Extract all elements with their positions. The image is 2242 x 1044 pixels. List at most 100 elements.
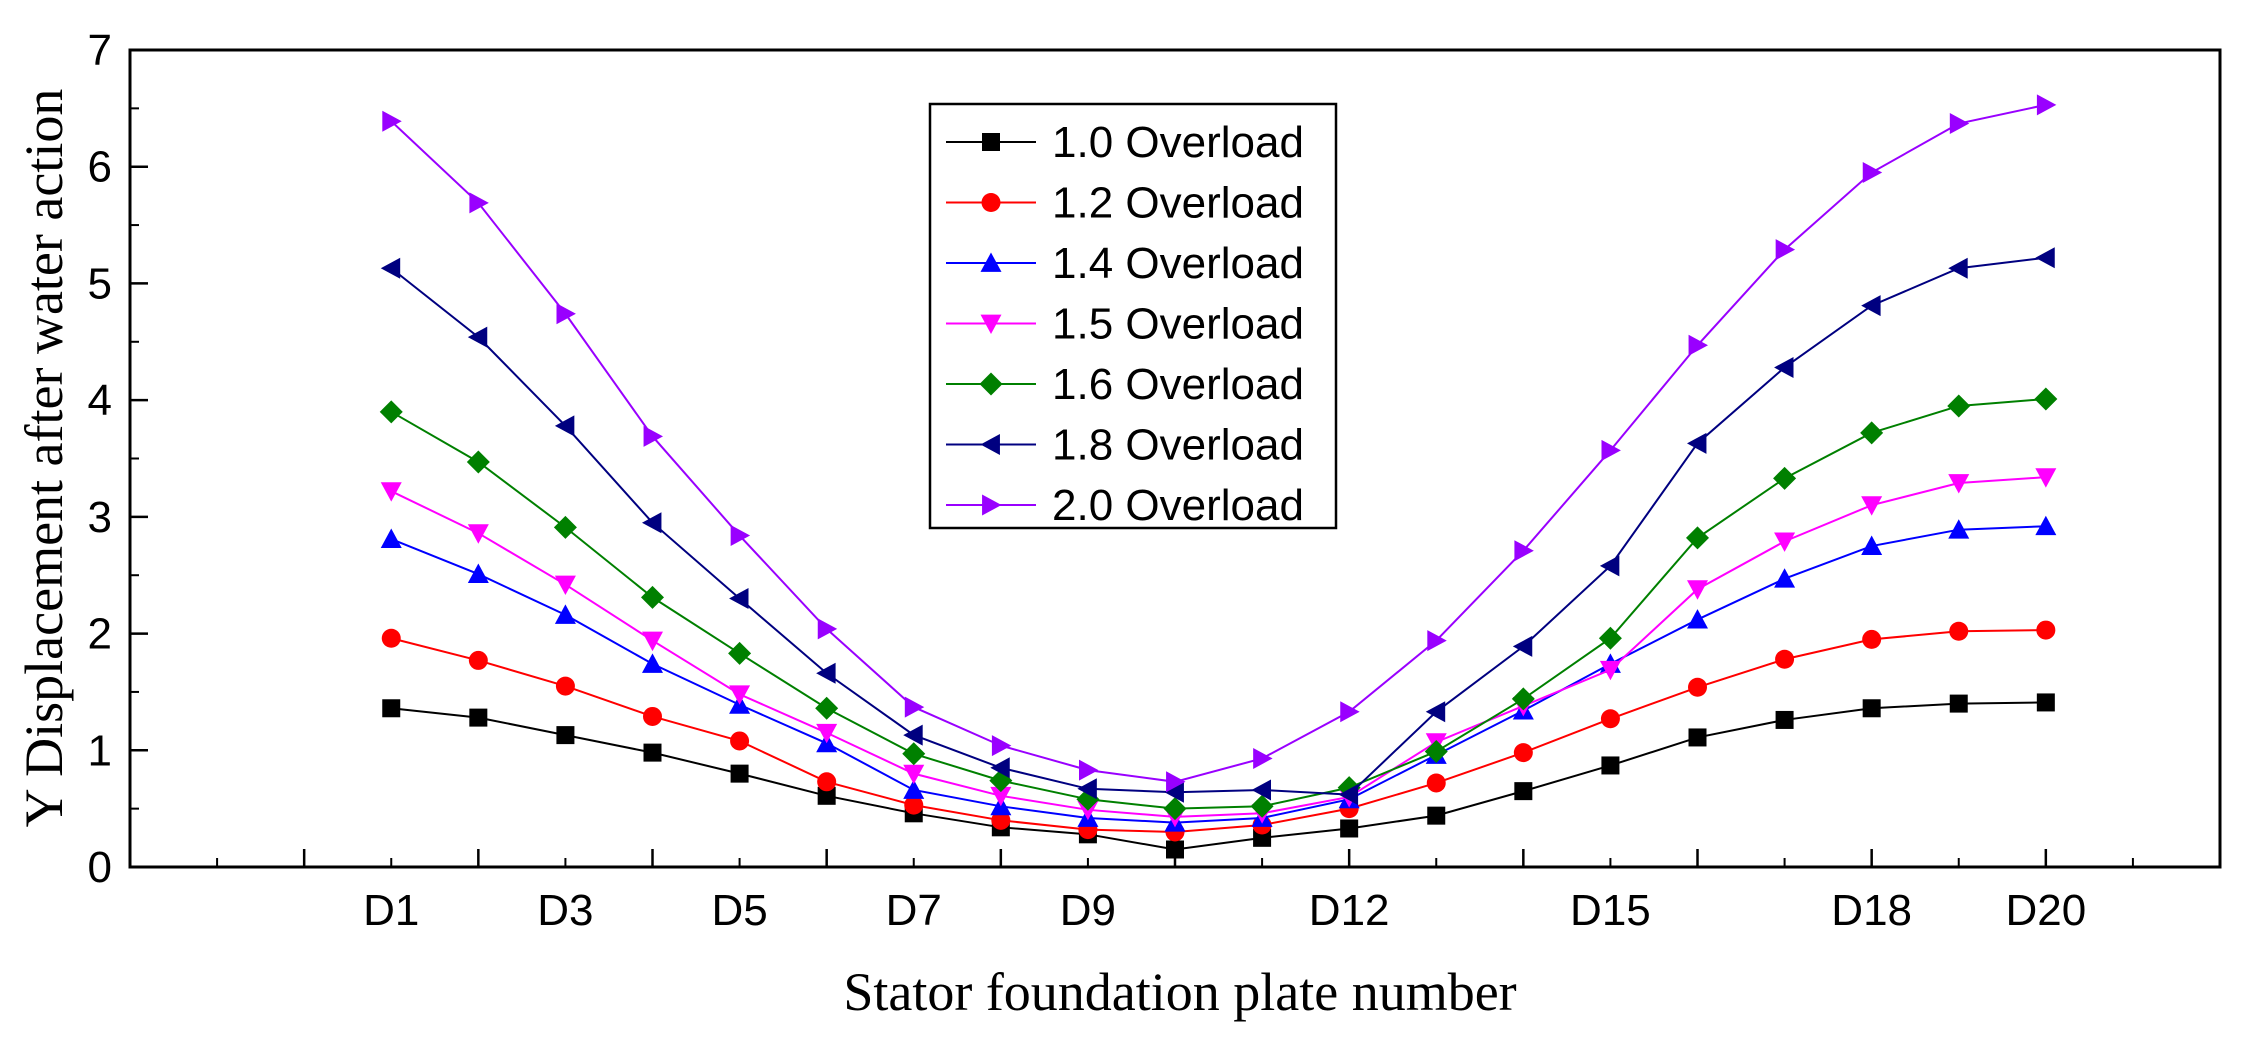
legend-item: 1.8 Overload — [946, 421, 1304, 470]
data-point — [1514, 782, 1533, 801]
data-point — [1775, 710, 1794, 729]
data-point — [469, 192, 489, 214]
data-point — [642, 512, 662, 534]
data-point — [380, 257, 401, 279]
x-tick-label: D20 — [2005, 886, 2086, 935]
y-tick-label: 7 — [88, 26, 112, 75]
data-point — [641, 585, 664, 609]
series-1-0-overload — [382, 693, 2055, 859]
data-point — [1426, 773, 1446, 793]
legend-items: 1.0 Overload 1.2 Overload 1.4 Overload 1.5 … — [946, 118, 1304, 530]
x-axis-ticks: D1 D3 D5 D7 D9 D12 D15 D18 D20 — [128, 849, 2222, 935]
data-point — [903, 779, 925, 799]
y-tick-label: 1 — [88, 726, 112, 775]
data-point — [1340, 701, 1360, 723]
data-point — [2036, 620, 2056, 640]
data-point — [1687, 432, 1707, 454]
data-point — [1427, 630, 1447, 652]
data-point — [904, 795, 924, 815]
series-1-4-overload — [380, 515, 2057, 832]
x-tick-label: D5 — [711, 886, 767, 935]
data-point — [2036, 94, 2057, 116]
data-point — [817, 786, 836, 805]
data-point — [1775, 239, 1796, 261]
data-point — [1774, 356, 1794, 378]
data-point — [467, 326, 488, 348]
data-point — [2035, 515, 2057, 536]
series-1-6-overload — [379, 387, 2058, 821]
data-point — [1688, 677, 1707, 697]
data-point — [1773, 466, 1797, 490]
data-point — [2036, 693, 2055, 712]
series-line — [390, 397, 2046, 810]
data-point — [467, 563, 489, 583]
data-point — [730, 525, 751, 547]
series-line — [390, 476, 2046, 818]
data-point — [554, 415, 575, 437]
legend-label: 1.2 Overload — [1052, 179, 1304, 228]
data-point — [979, 372, 1003, 396]
series-layer — [379, 94, 2058, 859]
data-point — [1862, 629, 1882, 649]
data-point — [904, 696, 925, 718]
data-point — [1163, 797, 1187, 821]
y-tick-label: 2 — [88, 610, 112, 659]
x-tick-label: D1 — [363, 886, 419, 935]
data-point — [643, 743, 662, 762]
x-tick-label: D15 — [1570, 886, 1651, 935]
y-axis-ticks: 0 1 2 3 4 5 6 7 — [88, 26, 148, 892]
data-point — [817, 618, 838, 640]
series-line — [391, 701, 2046, 851]
legend-label: 1.8 Overload — [1052, 421, 1304, 470]
data-point — [468, 650, 488, 670]
data-point — [1599, 555, 1620, 577]
x-tick-label: D18 — [1831, 886, 1912, 935]
y-axis-title: Y Displacement after water action — [14, 89, 74, 828]
legend-item: 1.2 Overload — [946, 179, 1304, 228]
data-point — [379, 400, 403, 424]
data-point — [980, 434, 1000, 455]
x-tick-label: D12 — [1309, 886, 1390, 935]
data-point — [1424, 739, 1448, 763]
data-point — [380, 482, 402, 502]
data-point — [556, 726, 575, 745]
data-point — [642, 653, 663, 673]
data-point — [1253, 747, 1273, 769]
data-point — [554, 604, 576, 624]
data-point — [382, 110, 402, 132]
data-point — [1427, 806, 1446, 825]
data-point — [1425, 701, 1446, 723]
data-point — [730, 764, 749, 783]
series-line — [390, 256, 2046, 796]
data-point — [1860, 421, 1884, 445]
data-point — [1774, 532, 1796, 552]
data-point — [1250, 794, 1274, 818]
series-2-0-overload — [382, 94, 2057, 793]
data-point — [1512, 635, 1533, 657]
x-tick-label: D7 — [886, 886, 942, 935]
data-point — [1338, 784, 1359, 806]
data-point — [902, 742, 926, 766]
data-point — [1514, 540, 1534, 562]
data-point — [1164, 781, 1184, 803]
data-point — [980, 314, 1002, 334]
data-point — [730, 731, 750, 751]
data-point — [1600, 709, 1620, 729]
data-point — [982, 133, 1000, 151]
x-tick-label: D9 — [1060, 886, 1116, 935]
data-point — [903, 764, 925, 785]
data-point — [2034, 387, 2058, 411]
data-point — [1599, 660, 1621, 681]
y-tick-label: 5 — [88, 259, 112, 308]
data-point — [1078, 759, 1099, 781]
data-point — [555, 676, 575, 696]
data-point — [643, 425, 663, 447]
data-point — [466, 450, 490, 474]
data-point — [1949, 621, 1969, 641]
data-point — [643, 706, 662, 726]
data-point — [1861, 535, 1883, 555]
series-1-8-overload — [380, 247, 2055, 806]
series-1-2-overload — [381, 620, 2056, 842]
data-point — [556, 303, 576, 325]
